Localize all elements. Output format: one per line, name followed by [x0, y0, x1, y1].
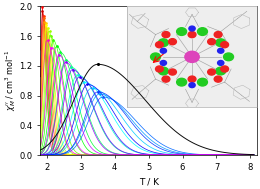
X-axis label: T / K: T / K [139, 177, 159, 186]
Y-axis label: $\chi_M''$ / cm$^3$ mol$^{-1}$: $\chi_M''$ / cm$^3$ mol$^{-1}$ [3, 50, 18, 111]
